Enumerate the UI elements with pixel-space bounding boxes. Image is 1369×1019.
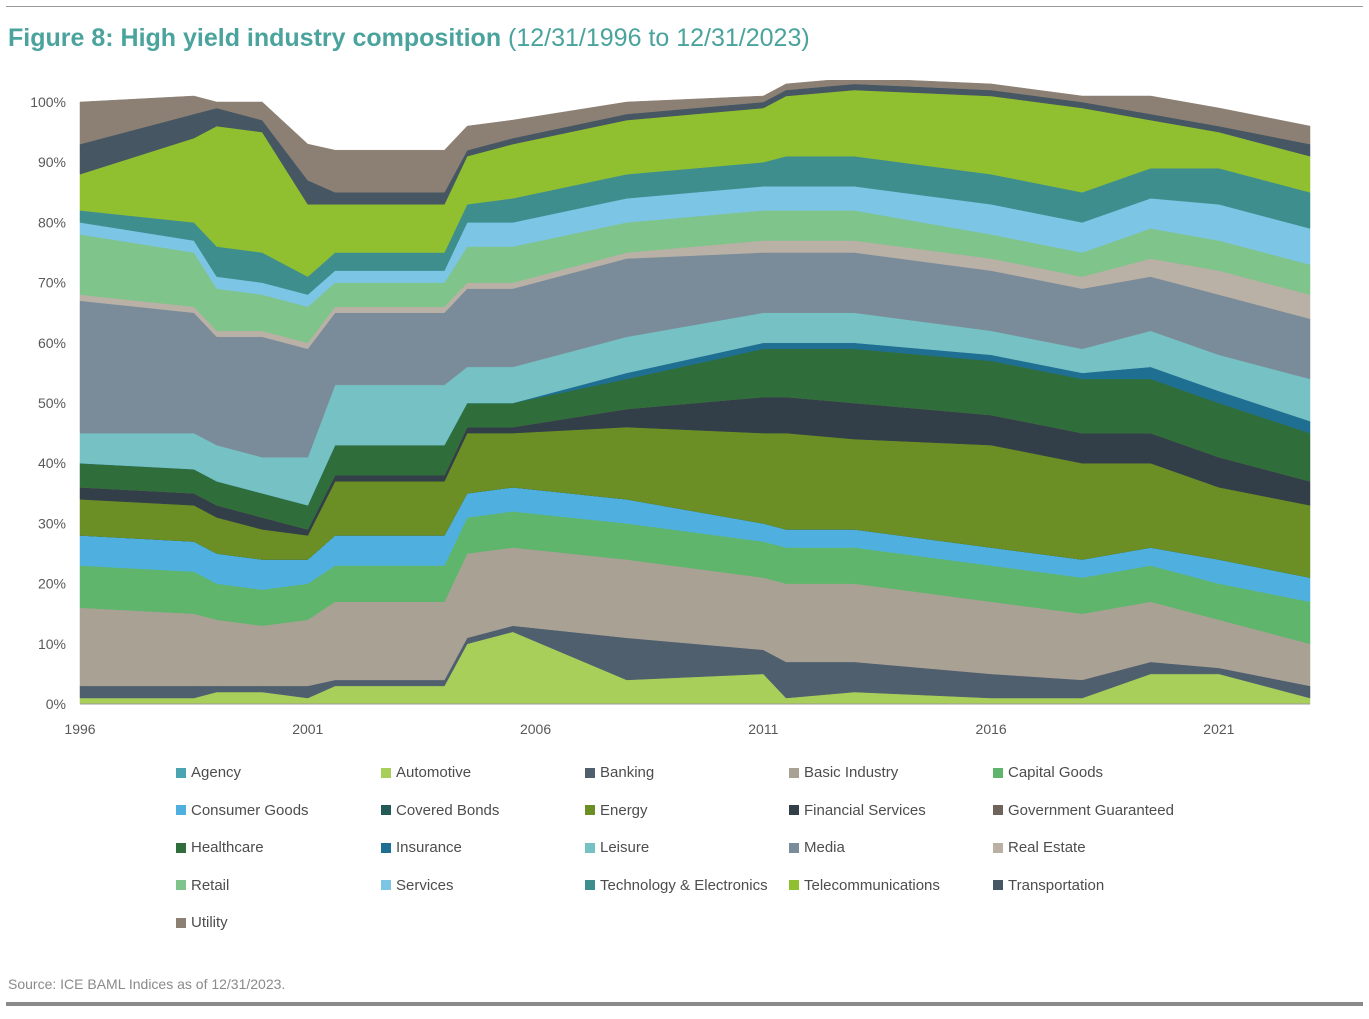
y-tick-label: 50% [38, 395, 66, 411]
figure-title-date-range: (12/31/1996 to 12/31/2023) [508, 24, 810, 52]
legend-label: Automotive [396, 764, 472, 781]
legend-label: Energy [600, 801, 648, 819]
x-tick-label: 2011 [748, 721, 778, 737]
y-tick-label: 0% [46, 696, 66, 712]
x-tick-label: 2006 [520, 721, 551, 737]
legend-swatch [789, 842, 799, 853]
legend-label: Leisure [600, 839, 650, 856]
legend-item: Utility [176, 914, 228, 931]
y-tick-label: 10% [38, 636, 66, 652]
stacked-area-chart: 0% 10% 20% 30% 40% 50% 60% 70% 80% 90% 100% 1996 200… [30, 80, 1311, 737]
legend-swatch [176, 917, 186, 928]
legend-item: Capital Goods [993, 764, 1103, 781]
legend-item: Government Guaranteed [993, 802, 1174, 819]
legend-swatch [381, 880, 391, 890]
y-tick-label: 20% [38, 576, 66, 592]
legend-item: Consumer Goods [176, 802, 309, 819]
legend-item: Basic Industry [789, 764, 898, 781]
legend-swatch [381, 767, 391, 778]
x-tick-label: 1996 [64, 721, 95, 737]
legend-swatch [176, 880, 186, 890]
legend-label: Insurance [396, 839, 462, 856]
legend-item: Banking [585, 764, 654, 781]
legend-swatch [993, 805, 1003, 815]
legend-item: Energy [585, 802, 648, 819]
legend-swatch [993, 767, 1003, 778]
legend-label: Basic Industry [804, 764, 899, 781]
x-tick-label: 2001 [292, 721, 323, 737]
legend-item: Media [789, 839, 845, 856]
legend-swatch [176, 767, 186, 778]
bottom-rule [6, 1002, 1363, 1006]
legend-swatch [789, 805, 799, 815]
legend-item: Financial Services [789, 802, 926, 819]
y-tick-label: 90% [38, 154, 66, 170]
legend-item: Agency [176, 764, 241, 781]
legend-label: Technology & Electronics [600, 876, 768, 894]
legend-item: Leisure [585, 839, 649, 856]
legend-label: Healthcare [191, 839, 264, 856]
figure-title: Figure 8: High yield industry compositio… [8, 24, 810, 53]
legend-swatch [993, 880, 1003, 890]
chart-legend: Agency Automotive Banking Basic Industry Cap… [176, 764, 1216, 944]
y-tick-label: 100% [30, 94, 66, 110]
legend-item: Insurance [381, 839, 462, 856]
top-rule [6, 6, 1363, 7]
legend-label: Transportation [1008, 876, 1105, 894]
legend-item: Automotive [381, 764, 471, 781]
legend-label: Consumer Goods [191, 801, 309, 819]
y-tick-label: 60% [38, 335, 66, 351]
legend-swatch [993, 842, 1003, 853]
legend-label: Banking [600, 764, 655, 781]
legend-label: Covered Bonds [396, 801, 500, 819]
legend-label: Telecommunications [804, 876, 940, 894]
y-tick-label: 30% [38, 515, 66, 531]
legend-swatch [585, 842, 595, 853]
legend-label: Financial Services [804, 801, 926, 819]
legend-label: Retail [191, 876, 230, 894]
y-tick-label: 40% [38, 455, 66, 471]
legend-swatch [381, 805, 391, 815]
legend-label: Services [396, 876, 454, 894]
legend-label: Capital Goods [1008, 764, 1104, 781]
area-series-utility [79, 80, 1311, 193]
x-tick-label: 2016 [976, 721, 1007, 737]
legend-item: Healthcare [176, 839, 264, 856]
legend-label: Real Estate [1008, 839, 1086, 856]
legend-label: Agency [191, 764, 242, 781]
legend-swatch [789, 767, 799, 778]
legend-label: Media [804, 839, 845, 856]
legend-swatch [176, 842, 186, 853]
y-tick-label: 80% [38, 214, 66, 230]
legend-item: Technology & Electronics [585, 877, 768, 894]
source-note: Source: ICE BAML Indices as of 12/31/202… [8, 976, 286, 992]
legend-label: Utility [191, 914, 228, 931]
legend-label: Government Guaranteed [1008, 801, 1174, 819]
x-tick-label: 2021 [1203, 721, 1234, 737]
legend-swatch [176, 805, 186, 815]
legend-swatch [789, 880, 799, 890]
figure-title-main: Figure 8: High yield industry compositio… [8, 24, 502, 52]
legend-swatch [585, 767, 595, 778]
legend-item: Retail [176, 877, 229, 894]
legend-item: Services [381, 877, 454, 894]
legend-swatch [381, 842, 391, 853]
legend-swatch [585, 805, 595, 815]
y-tick-label: 70% [38, 275, 66, 291]
legend-item: Transportation [993, 877, 1104, 894]
legend-swatch [585, 880, 595, 890]
legend-item: Telecommunications [789, 877, 940, 894]
legend-item: Covered Bonds [381, 802, 499, 819]
legend-item: Real Estate [993, 839, 1086, 856]
